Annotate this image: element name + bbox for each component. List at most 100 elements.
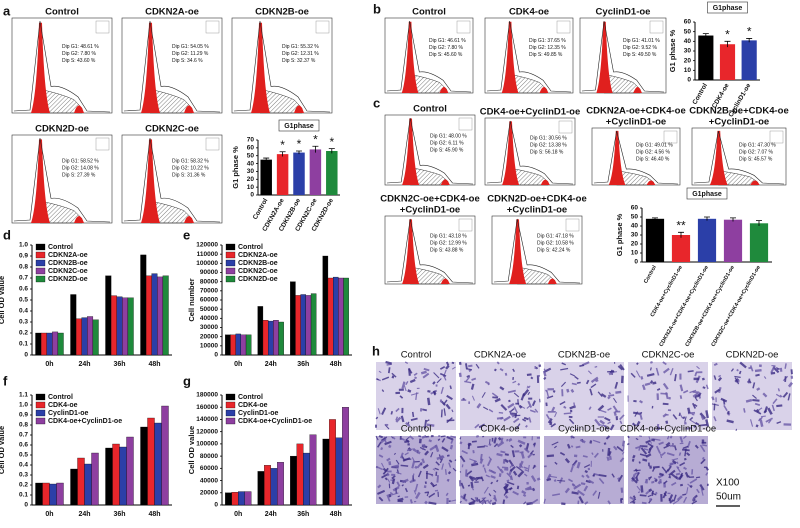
y-tick-label: 40	[684, 38, 692, 45]
cell-texture	[668, 469, 676, 477]
cell-texture	[494, 397, 501, 403]
cell-texture	[404, 361, 409, 365]
cell-texture	[588, 479, 595, 484]
cell-texture	[489, 499, 493, 503]
cell-texture	[629, 496, 636, 501]
histogram-outline	[486, 120, 574, 185]
histogram-stat: Dip G2: 12.35 %	[529, 45, 566, 51]
cell-texture	[546, 390, 550, 399]
cell-texture	[530, 376, 534, 380]
cell-texture	[490, 475, 496, 479]
cell-texture	[503, 488, 510, 496]
cell-texture	[593, 452, 599, 458]
g1-peak	[251, 22, 270, 113]
legend-swatch	[225, 259, 236, 267]
histogram-stat: Dip S: 56.18 %	[530, 149, 564, 155]
cell-texture	[428, 501, 437, 505]
bar	[225, 334, 231, 356]
bar	[309, 434, 317, 506]
cell-texture	[396, 471, 402, 475]
cell-texture	[676, 466, 682, 473]
cell-texture	[568, 418, 575, 425]
cell-texture	[571, 491, 579, 495]
y-tick-label: 0.4	[19, 462, 28, 469]
cell-texture	[464, 380, 472, 384]
cell-texture	[459, 455, 466, 463]
bar	[326, 151, 338, 195]
cell-texture	[739, 361, 747, 369]
bar	[260, 159, 272, 195]
cell-texture	[734, 375, 741, 379]
cell-texture	[454, 459, 457, 462]
bar	[70, 468, 78, 506]
cell-texture	[684, 416, 687, 423]
cell-texture	[699, 484, 705, 491]
bar	[290, 455, 297, 506]
cell-texture	[666, 435, 670, 440]
cell-texture	[536, 477, 541, 481]
cell-texture	[662, 367, 670, 374]
legend-box	[663, 130, 678, 144]
cell-texture	[449, 444, 454, 450]
cell-texture	[466, 470, 473, 476]
cell-texture	[530, 475, 537, 483]
histogram-stat: Dip G2: 4.56 %	[636, 149, 670, 155]
cell-texture	[412, 448, 421, 455]
bar	[238, 491, 245, 506]
cell-texture	[488, 456, 492, 460]
cell-texture	[508, 438, 513, 443]
cell-texture	[603, 425, 610, 430]
legend-box	[556, 20, 571, 34]
cell-texture	[517, 439, 526, 445]
cell-texture	[659, 453, 663, 459]
cell-texture	[644, 478, 648, 484]
cell-texture	[550, 422, 557, 428]
cell-texture	[377, 441, 382, 448]
bar	[293, 152, 305, 195]
bar	[127, 297, 134, 356]
cell-texture	[640, 375, 644, 380]
cell-texture	[576, 381, 581, 384]
cell-texture	[608, 394, 615, 397]
cell-texture	[701, 456, 705, 460]
cell-texture	[551, 441, 559, 446]
bar	[310, 293, 317, 356]
cell-texture	[579, 364, 585, 368]
cell-texture	[381, 389, 385, 393]
cell-texture	[529, 409, 536, 413]
cell-texture	[415, 491, 421, 500]
cell-texture	[523, 447, 530, 454]
cell-texture	[775, 393, 782, 398]
cell-texture	[784, 363, 787, 369]
y-tick-label: 0.9	[19, 412, 28, 419]
cell-texture	[460, 482, 465, 489]
bar	[116, 296, 123, 356]
cell-texture	[375, 416, 379, 420]
cell-texture	[440, 435, 446, 438]
cell-texture	[478, 423, 486, 429]
cell-texture	[447, 478, 450, 482]
cell-texture	[390, 410, 394, 415]
cell-texture	[585, 474, 590, 479]
cell-texture	[496, 361, 500, 365]
y-tick-label: 20000	[200, 333, 218, 340]
cell-texture	[400, 415, 405, 423]
legend-swatch	[35, 251, 46, 259]
cell-texture	[414, 465, 418, 470]
y-tick-label: 0	[250, 192, 254, 199]
cell-texture	[662, 491, 668, 499]
cell-texture	[543, 376, 547, 380]
cell-texture	[763, 406, 768, 413]
bar	[343, 277, 349, 356]
cell-texture	[644, 382, 651, 386]
bar	[257, 306, 264, 356]
cell-texture	[679, 395, 683, 399]
histogram-stat: Dip S: 43.88 %	[430, 248, 464, 254]
cell-texture	[682, 493, 687, 496]
cell-texture	[691, 413, 695, 416]
g2-peak	[440, 278, 450, 284]
cell-texture	[638, 447, 641, 451]
histogram-title: CDK4-oe+CyclinD1-oe	[480, 107, 581, 118]
cell-texture	[599, 409, 607, 413]
cell-texture	[409, 479, 416, 484]
